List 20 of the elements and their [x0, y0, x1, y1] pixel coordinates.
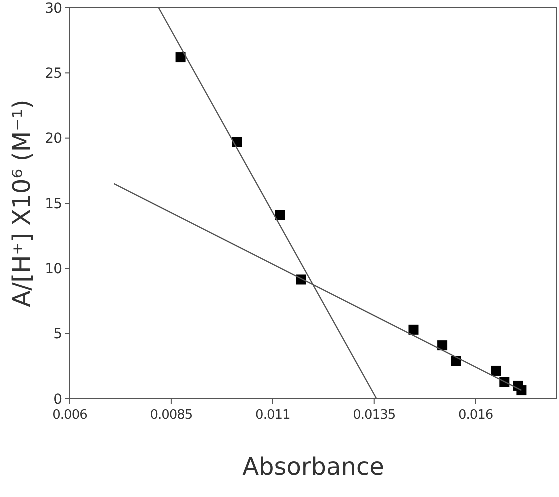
- y-tick-label: 5: [54, 326, 62, 343]
- x-tick-label: 0.006: [52, 408, 88, 423]
- point: [438, 340, 448, 351]
- y-tick-label: 15: [45, 196, 62, 212]
- point: [176, 52, 186, 63]
- y-axis-title: A/[H⁺] X10⁶ (M⁻¹): [8, 100, 36, 308]
- y-tick-label: 20: [45, 131, 62, 148]
- point: [275, 210, 286, 220]
- x-axis-title: Absorbance: [242, 453, 384, 481]
- y-tick-label: 10: [45, 262, 62, 278]
- y-tick-label: 0: [54, 392, 62, 408]
- x-tick-label: 0.0085: [150, 408, 193, 423]
- x-tick-label: 0.016: [458, 408, 494, 423]
- point: [491, 366, 502, 376]
- y-tick-label: 25: [45, 66, 62, 82]
- x-tick-label: 0.011: [256, 408, 291, 423]
- x-tick-label: 0.0135: [353, 408, 396, 423]
- point: [408, 324, 419, 335]
- y-tick-label: 30: [45, 0, 62, 17]
- point: [516, 386, 527, 396]
